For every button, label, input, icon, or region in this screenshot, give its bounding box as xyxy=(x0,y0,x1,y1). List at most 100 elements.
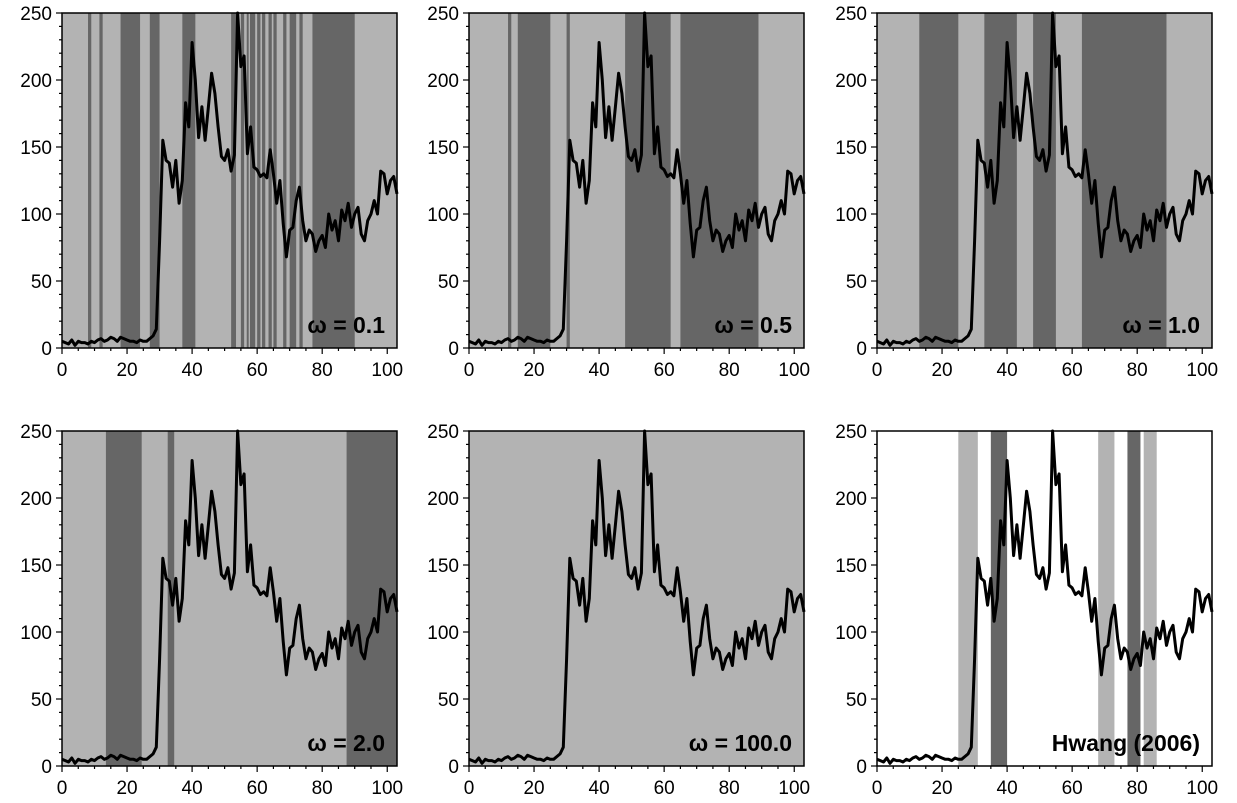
panel: 0 50 100 150 200 250 0 20 40 60 80 100 ω = 2.0 xyxy=(20,422,403,799)
plot-background xyxy=(469,431,804,766)
dark-regime-band xyxy=(312,13,355,348)
y-tick-label: 250 xyxy=(427,4,459,25)
panel: 0 50 100 150 200 250 0 20 40 60 80 100 ω = 0.5 xyxy=(427,4,810,381)
x-tick-label: 40 xyxy=(589,778,610,799)
x-tick-label: 80 xyxy=(312,778,333,799)
x-tick-label: 100 xyxy=(371,360,403,381)
dark-regime-band xyxy=(105,431,142,766)
dark-regime-band xyxy=(268,13,272,348)
panel-label: Hwang (2006) xyxy=(1052,730,1200,756)
x-tick-label: 40 xyxy=(182,360,203,381)
y-tick-label: 150 xyxy=(20,556,52,577)
y-tick-label: 250 xyxy=(20,4,52,25)
panel: 0 50 100 150 200 250 0 20 40 60 80 100 ω = 0.1 xyxy=(20,4,403,381)
y-tick-label: 100 xyxy=(20,205,52,226)
series-line xyxy=(468,429,806,765)
y-tick-label: 150 xyxy=(427,556,459,577)
y-tick-label: 0 xyxy=(448,339,459,360)
y-tick-label: 0 xyxy=(856,757,867,778)
dark-regime-band xyxy=(346,431,397,766)
series-line xyxy=(468,11,806,347)
y-tick-label: 100 xyxy=(835,205,867,226)
y-tick-label: 150 xyxy=(835,138,867,159)
light-regime-band xyxy=(1143,431,1157,766)
x-tick-label: 60 xyxy=(1062,778,1083,799)
x-tick-label: 0 xyxy=(464,360,475,381)
x-tick-label: 100 xyxy=(1186,778,1218,799)
x-tick-label: 40 xyxy=(589,360,610,381)
y-tick-label: 0 xyxy=(448,757,459,778)
x-tick-label: 80 xyxy=(719,360,740,381)
dark-regime-band xyxy=(88,13,92,348)
y-tick-label: 50 xyxy=(31,690,52,711)
panel-label: ω = 100.0 xyxy=(689,730,792,756)
panel-label: ω = 0.1 xyxy=(307,312,385,338)
x-tick-label: 20 xyxy=(931,778,952,799)
x-tick-label: 100 xyxy=(371,778,403,799)
dark-regime-band xyxy=(149,13,160,348)
y-tick-label: 50 xyxy=(846,690,867,711)
plot-frame xyxy=(876,12,1213,349)
x-tick-label: 100 xyxy=(1186,360,1218,381)
y-tick-label: 200 xyxy=(20,71,52,92)
panel-label: ω = 0.5 xyxy=(714,312,792,338)
y-tick-label: 100 xyxy=(20,623,52,644)
x-tick-label: 20 xyxy=(523,360,544,381)
dark-regime-band xyxy=(299,13,303,348)
plot-frame xyxy=(61,430,398,767)
y-tick-label: 150 xyxy=(20,138,52,159)
y-tick-label: 100 xyxy=(835,623,867,644)
dark-regime-band xyxy=(1127,431,1141,766)
dark-regime-band xyxy=(990,431,1008,766)
x-tick-label: 0 xyxy=(464,778,475,799)
x-tick-label: 60 xyxy=(1062,360,1083,381)
x-tick-label: 80 xyxy=(1127,360,1148,381)
dark-regime-band xyxy=(182,13,196,348)
y-tick-label: 100 xyxy=(427,623,459,644)
x-tick-label: 60 xyxy=(247,778,268,799)
y-tick-label: 150 xyxy=(427,138,459,159)
y-tick-label: 250 xyxy=(427,422,459,443)
dark-regime-band xyxy=(517,13,551,348)
y-tick-label: 200 xyxy=(427,71,459,92)
x-tick-label: 20 xyxy=(931,360,952,381)
plot-frame xyxy=(876,430,1213,767)
y-tick-label: 200 xyxy=(427,489,459,510)
dark-regime-band xyxy=(919,13,959,348)
dark-regime-band xyxy=(283,13,287,348)
y-tick-label: 250 xyxy=(20,422,52,443)
x-tick-label: 100 xyxy=(778,778,810,799)
x-tick-label: 80 xyxy=(719,778,740,799)
dark-regime-band xyxy=(680,13,759,348)
y-tick-label: 200 xyxy=(20,489,52,510)
series-line xyxy=(876,11,1214,347)
plot-background xyxy=(877,431,1212,766)
y-tick-label: 50 xyxy=(438,690,459,711)
panel-label: ω = 1.0 xyxy=(1122,312,1200,338)
light-regime-band xyxy=(958,431,978,766)
dark-regime-band xyxy=(246,13,249,348)
panel-label: ω = 2.0 xyxy=(307,730,385,756)
dark-regime-band xyxy=(99,13,103,348)
dark-regime-band xyxy=(289,13,297,348)
x-tick-label: 20 xyxy=(116,360,137,381)
panel: 0 50 100 150 200 250 0 20 40 60 80 100 ω = 1.0 xyxy=(835,4,1218,381)
dark-regime-band xyxy=(120,13,141,348)
y-tick-label: 250 xyxy=(835,4,867,25)
light-regime-band xyxy=(1098,431,1115,766)
x-tick-label: 40 xyxy=(997,778,1018,799)
series-line xyxy=(876,429,1214,765)
dark-regime-band xyxy=(625,13,671,348)
x-tick-label: 0 xyxy=(872,778,883,799)
series-line xyxy=(61,11,399,347)
x-tick-label: 100 xyxy=(778,360,810,381)
y-tick-label: 50 xyxy=(846,272,867,293)
y-tick-label: 0 xyxy=(41,339,52,360)
x-tick-label: 60 xyxy=(654,778,675,799)
y-tick-label: 50 xyxy=(438,272,459,293)
panel: 0 50 100 150 200 250 0 20 40 60 80 100 Hwang (2006) xyxy=(835,422,1218,799)
x-tick-label: 20 xyxy=(116,778,137,799)
y-tick-label: 0 xyxy=(41,757,52,778)
series-line xyxy=(61,429,399,765)
